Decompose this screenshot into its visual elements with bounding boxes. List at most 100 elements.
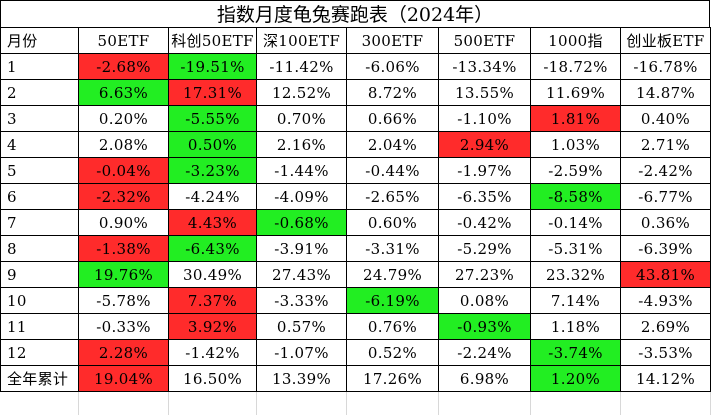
value-cell[interactable]: 13.55% — [438, 79, 531, 106]
row-label-cell[interactable]: 全年累计 — [0, 365, 79, 392]
value-cell[interactable]: 6.63% — [78, 79, 169, 106]
header-cell-shen100etf[interactable]: 深100ETF — [256, 27, 347, 54]
value-cell[interactable]: -3.91% — [256, 235, 347, 262]
value-cell[interactable]: 1.18% — [530, 313, 621, 340]
row-label-cell[interactable]: 3 — [0, 105, 79, 132]
value-cell[interactable]: -6.19% — [346, 287, 439, 314]
value-cell[interactable]: 2.08% — [78, 131, 169, 158]
value-cell[interactable]: 14.87% — [620, 79, 711, 106]
value-cell[interactable]: 14.12% — [620, 365, 711, 392]
value-cell[interactable]: 2.28% — [78, 339, 169, 366]
value-cell[interactable]: -0.14% — [530, 209, 621, 236]
header-cell-50etf[interactable]: 50ETF — [78, 27, 169, 54]
value-cell[interactable]: 0.36% — [620, 209, 711, 236]
value-cell[interactable]: -5.78% — [78, 287, 169, 314]
row-label-cell[interactable]: 9 — [0, 261, 79, 288]
value-cell[interactable]: -6.06% — [346, 53, 439, 80]
value-cell[interactable]: 17.26% — [346, 365, 439, 392]
value-cell[interactable]: 19.76% — [78, 261, 169, 288]
header-cell-300etf[interactable]: 300ETF — [346, 27, 439, 54]
value-cell[interactable]: -0.04% — [78, 157, 169, 184]
value-cell[interactable]: 4.43% — [168, 209, 257, 236]
value-cell[interactable]: -4.09% — [256, 183, 347, 210]
header-cell-kechuang50etf[interactable]: 科创50ETF — [168, 27, 257, 54]
value-cell[interactable]: 0.08% — [438, 287, 531, 314]
value-cell[interactable]: 3.92% — [168, 313, 257, 340]
value-cell[interactable]: -6.35% — [438, 183, 531, 210]
value-cell[interactable]: -18.72% — [530, 53, 621, 80]
value-cell[interactable]: 17.31% — [168, 79, 257, 106]
row-label-cell[interactable]: 2 — [0, 79, 79, 106]
value-cell[interactable]: 2.69% — [620, 313, 711, 340]
value-cell[interactable]: 0.52% — [346, 339, 439, 366]
value-cell[interactable]: 24.79% — [346, 261, 439, 288]
value-cell[interactable]: 2.04% — [346, 131, 439, 158]
row-label-cell[interactable]: 5 — [0, 157, 79, 184]
value-cell[interactable]: -1.44% — [256, 157, 347, 184]
row-label-cell[interactable]: 10 — [0, 287, 79, 314]
row-label-cell[interactable]: 6 — [0, 183, 79, 210]
value-cell[interactable]: 27.43% — [256, 261, 347, 288]
value-cell[interactable]: 2.71% — [620, 131, 711, 158]
value-cell[interactable]: 8.72% — [346, 79, 439, 106]
value-cell[interactable]: 19.04% — [78, 365, 169, 392]
value-cell[interactable]: 0.50% — [168, 131, 257, 158]
header-cell-chuangyeban-etf[interactable]: 创业板ETF — [620, 27, 711, 54]
value-cell[interactable]: -5.29% — [438, 235, 531, 262]
value-cell[interactable]: -3.23% — [168, 157, 257, 184]
header-cell-1000[interactable]: 1000指 — [530, 27, 621, 54]
value-cell[interactable]: -1.10% — [438, 105, 531, 132]
value-cell[interactable]: 0.66% — [346, 105, 439, 132]
value-cell[interactable]: -6.77% — [620, 183, 711, 210]
value-cell[interactable]: -2.24% — [438, 339, 531, 366]
value-cell[interactable]: 1.03% — [530, 131, 621, 158]
value-cell[interactable]: -2.65% — [346, 183, 439, 210]
value-cell[interactable]: 0.70% — [256, 105, 347, 132]
value-cell[interactable]: 27.23% — [438, 261, 531, 288]
value-cell[interactable]: 0.90% — [78, 209, 169, 236]
value-cell[interactable]: -13.34% — [438, 53, 531, 80]
value-cell[interactable]: 2.16% — [256, 131, 347, 158]
value-cell[interactable]: 0.60% — [346, 209, 439, 236]
value-cell[interactable]: 0.20% — [78, 105, 169, 132]
value-cell[interactable]: 2.94% — [438, 131, 531, 158]
value-cell[interactable]: 16.50% — [168, 365, 257, 392]
value-cell[interactable]: -6.39% — [620, 235, 711, 262]
value-cell[interactable]: 6.98% — [438, 365, 531, 392]
value-cell[interactable]: -3.33% — [256, 287, 347, 314]
value-cell[interactable]: -3.31% — [346, 235, 439, 262]
value-cell[interactable]: -19.51% — [168, 53, 257, 80]
value-cell[interactable]: -4.24% — [168, 183, 257, 210]
row-label-cell[interactable]: 11 — [0, 313, 79, 340]
value-cell[interactable]: -2.59% — [530, 157, 621, 184]
row-label-cell[interactable]: 8 — [0, 235, 79, 262]
value-cell[interactable]: -2.68% — [78, 53, 169, 80]
value-cell[interactable]: 0.57% — [256, 313, 347, 340]
value-cell[interactable]: 23.32% — [530, 261, 621, 288]
row-label-cell[interactable]: 4 — [0, 131, 79, 158]
value-cell[interactable]: -5.55% — [168, 105, 257, 132]
value-cell[interactable]: -0.33% — [78, 313, 169, 340]
value-cell[interactable]: -1.07% — [256, 339, 347, 366]
value-cell[interactable]: 12.52% — [256, 79, 347, 106]
value-cell[interactable]: -2.32% — [78, 183, 169, 210]
value-cell[interactable]: -4.93% — [620, 287, 711, 314]
value-cell[interactable]: -2.42% — [620, 157, 711, 184]
value-cell[interactable]: 7.14% — [530, 287, 621, 314]
value-cell[interactable]: -8.58% — [530, 183, 621, 210]
value-cell[interactable]: 30.49% — [168, 261, 257, 288]
value-cell[interactable]: 11.69% — [530, 79, 621, 106]
value-cell[interactable]: 1.20% — [530, 365, 621, 392]
value-cell[interactable]: -6.43% — [168, 235, 257, 262]
value-cell[interactable]: -3.53% — [620, 339, 711, 366]
header-cell-500etf[interactable]: 500ETF — [438, 27, 531, 54]
value-cell[interactable]: -1.42% — [168, 339, 257, 366]
value-cell[interactable]: -0.68% — [256, 209, 347, 236]
value-cell[interactable]: 0.76% — [346, 313, 439, 340]
row-label-cell[interactable]: 12 — [0, 339, 79, 366]
value-cell[interactable]: -11.42% — [256, 53, 347, 80]
value-cell[interactable]: 7.37% — [168, 287, 257, 314]
row-label-cell[interactable]: 7 — [0, 209, 79, 236]
value-cell[interactable]: 1.81% — [530, 105, 621, 132]
value-cell[interactable]: -0.44% — [346, 157, 439, 184]
